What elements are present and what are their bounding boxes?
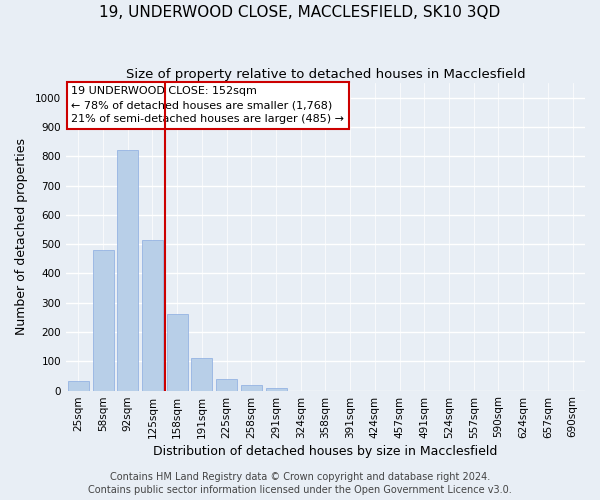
Bar [241, 386, 262, 390]
Text: Contains HM Land Registry data © Crown copyright and database right 2024.
Contai: Contains HM Land Registry data © Crown c… [88, 472, 512, 495]
Bar [191, 358, 212, 390]
Bar [167, 314, 188, 390]
Bar [92, 250, 113, 390]
Bar [266, 388, 287, 390]
Bar [216, 379, 237, 390]
Bar [142, 240, 163, 390]
Bar [68, 381, 89, 390]
Text: 19, UNDERWOOD CLOSE, MACCLESFIELD, SK10 3QD: 19, UNDERWOOD CLOSE, MACCLESFIELD, SK10 … [100, 5, 500, 20]
X-axis label: Distribution of detached houses by size in Macclesfield: Distribution of detached houses by size … [153, 444, 497, 458]
Y-axis label: Number of detached properties: Number of detached properties [15, 138, 28, 336]
Bar [117, 150, 138, 390]
Text: 19 UNDERWOOD CLOSE: 152sqm
← 78% of detached houses are smaller (1,768)
21% of s: 19 UNDERWOOD CLOSE: 152sqm ← 78% of deta… [71, 86, 344, 124]
Title: Size of property relative to detached houses in Macclesfield: Size of property relative to detached ho… [125, 68, 525, 80]
